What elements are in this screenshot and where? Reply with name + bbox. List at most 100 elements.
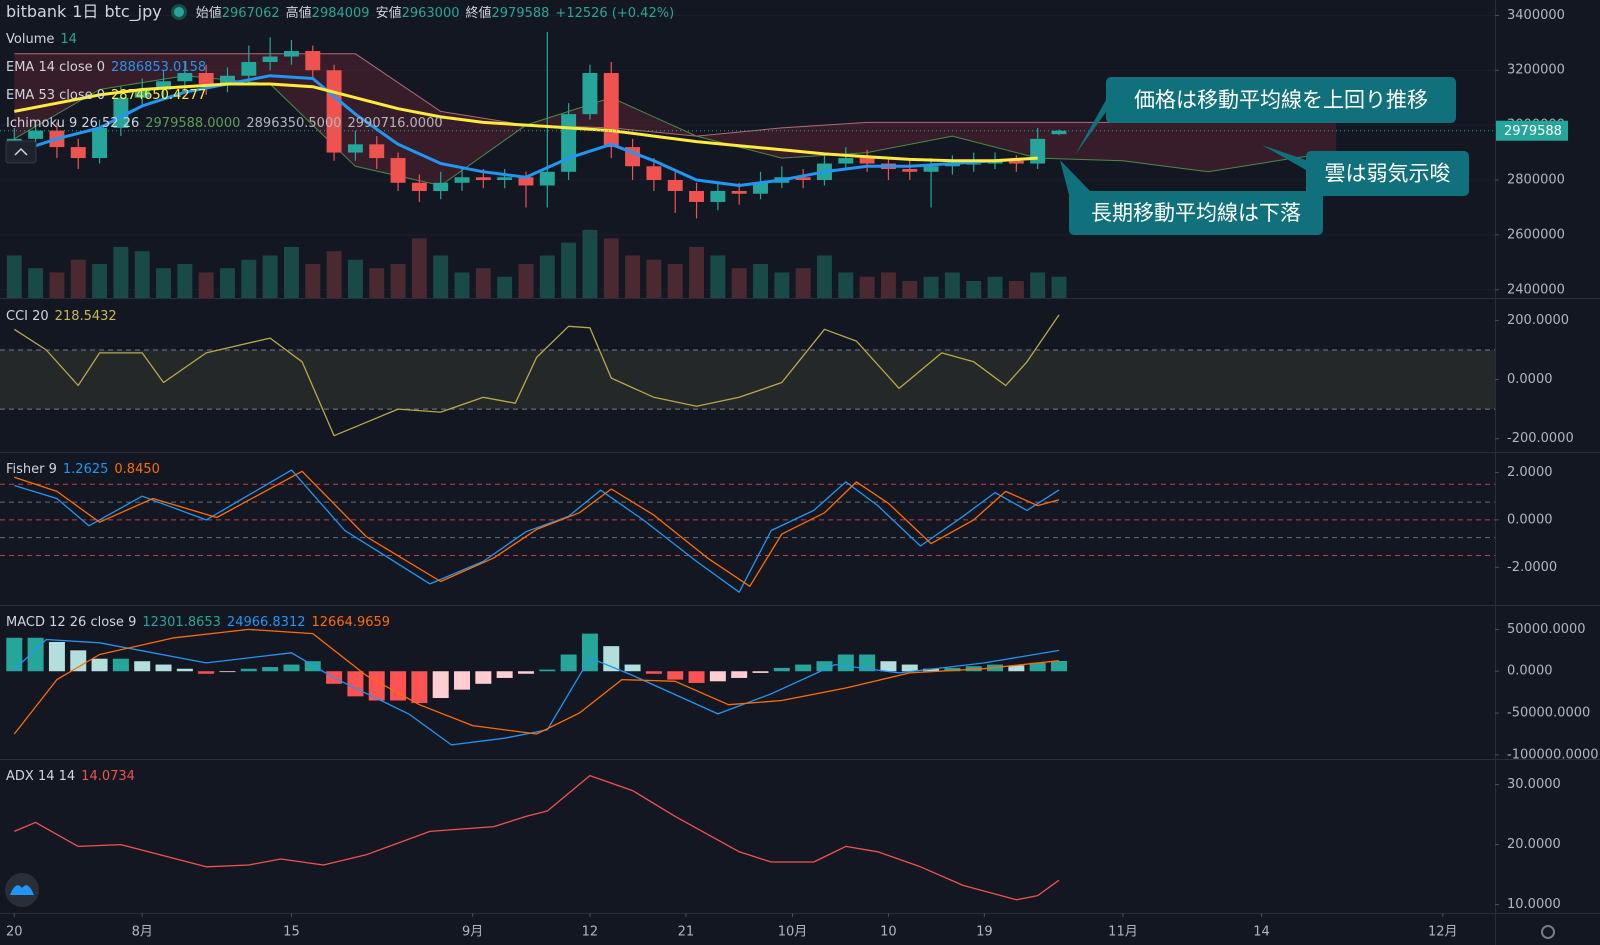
- ohlc-value: 2967062: [221, 6, 280, 21]
- ohlc-value: 2963000: [401, 6, 460, 21]
- volume-bar: [539, 255, 555, 298]
- candle-body: [134, 89, 150, 98]
- histogram-bar: [48, 641, 65, 672]
- volume-bar: [369, 268, 385, 298]
- histogram-bar: [624, 664, 641, 672]
- histogram-bar: [134, 661, 151, 672]
- callout-box: [1106, 77, 1456, 123]
- histogram-bar: [219, 671, 236, 673]
- y-tick-label: 10.0000: [1507, 897, 1561, 912]
- candle-body: [28, 130, 44, 139]
- y-tick-label: 0.0000: [1507, 372, 1553, 387]
- candle-body: [838, 158, 854, 164]
- callout-tail: [1060, 160, 1090, 195]
- candle-body: [689, 190, 705, 202]
- indicator-line: [13, 628, 1060, 735]
- legend-value: 1.2625: [62, 462, 109, 477]
- histogram-bar: [1008, 665, 1025, 672]
- histogram-bar: [112, 658, 129, 672]
- y-tick-label: 2600000: [1507, 227, 1565, 242]
- candle-body: [326, 70, 342, 153]
- indicator-line: [13, 74, 1038, 187]
- legend-row: Fisher 9 1.2625 0.8450: [6, 461, 166, 479]
- last-price-box: [1496, 120, 1568, 141]
- callout-text: 価格は移動平均線を上回り推移: [1134, 88, 1428, 112]
- candle-body: [795, 177, 811, 181]
- histogram-bar: [240, 668, 257, 672]
- last-price-label: 2979588: [1504, 124, 1562, 139]
- x-tick-label: 9月: [462, 925, 483, 940]
- legend-value: 2990716.0000: [347, 116, 443, 131]
- volume-bar: [390, 263, 406, 298]
- volume-bar: [582, 229, 598, 298]
- x-tick-label: 10: [880, 925, 897, 940]
- candle-body: [70, 147, 86, 159]
- candle-body: [177, 72, 193, 82]
- histogram-bar: [944, 667, 961, 672]
- candle-body: [966, 163, 982, 165]
- volume-bar: [966, 280, 982, 298]
- volume-bar: [667, 263, 683, 298]
- legend-value: 14: [60, 32, 77, 47]
- y-tick-label: 3200000: [1507, 63, 1565, 78]
- callout-text: 雲は弱気示唆: [1325, 162, 1451, 186]
- indicator-line: [13, 638, 1060, 746]
- ohlc-label: 高値: [285, 6, 312, 21]
- volume-bar: [156, 268, 171, 298]
- candle-body: [646, 166, 662, 181]
- ichimoku-cloud: [14, 53, 1337, 186]
- y-tick-label: 50000.0000: [1507, 622, 1586, 637]
- candle-body: [262, 56, 278, 63]
- histogram-bar: [517, 671, 534, 674]
- legend-name: ADX 14 14: [6, 769, 76, 784]
- volume-bar: [241, 259, 257, 298]
- volume-bar: [603, 238, 619, 298]
- volume-bar: [28, 268, 44, 298]
- settings-icon: [1541, 925, 1555, 939]
- y-tick-label: 20.0000: [1507, 837, 1561, 852]
- legend-value: 14.0734: [81, 769, 135, 784]
- volume-bar: [1030, 272, 1046, 298]
- callout-box: [1069, 191, 1323, 235]
- status-dot: [173, 7, 184, 17]
- volume-bar: [1051, 276, 1067, 298]
- indicator-line: [14, 774, 1060, 901]
- volume-bar: [198, 272, 214, 298]
- callout-tail: [1075, 100, 1106, 155]
- candle-body: [753, 182, 768, 194]
- volume-bar: [774, 272, 790, 298]
- volume-bar: [817, 255, 832, 298]
- legend-name: EMA 14 close 0: [6, 60, 106, 75]
- legend-row: EMA 53 close 0 2874650.4277: [6, 87, 212, 105]
- histogram-bar: [411, 671, 428, 704]
- volume-bar: [880, 272, 896, 298]
- x-tick-label: 20: [6, 925, 23, 940]
- histogram-bar: [603, 646, 620, 672]
- ohlc-label: 終値: [465, 6, 492, 21]
- x-tick-label: 19: [976, 925, 993, 940]
- volume-bar: [689, 246, 705, 298]
- candle-body: [92, 127, 108, 159]
- histogram-bar: [70, 650, 87, 672]
- volume-bar: [731, 268, 747, 298]
- y-tick-label: -100000.0000: [1507, 747, 1599, 762]
- y-tick-label: -50000.0000: [1507, 706, 1590, 721]
- ohlc-label: 始値: [195, 6, 222, 21]
- y-tick-label: 0.0000: [1507, 664, 1553, 679]
- indicator-line: [14, 82, 1038, 163]
- histogram-bar: [795, 664, 812, 672]
- histogram-bar: [816, 661, 833, 672]
- candle-body: [433, 182, 449, 191]
- x-tick-label: 10月: [778, 925, 808, 940]
- exchange: bitbank: [6, 2, 67, 21]
- candle-body: [283, 51, 299, 57]
- candle-body: [1008, 160, 1024, 164]
- candle-body: [667, 180, 683, 191]
- volume-bar: [262, 255, 278, 298]
- header-row: bitbank 1日 btc_jpy 始値2967062 高値2984009 安値2963…: [6, 3, 680, 23]
- candle-body: [390, 158, 406, 183]
- candle-body: [497, 177, 513, 181]
- histogram-bar: [901, 664, 918, 672]
- candle-body: [710, 190, 726, 202]
- volume-bar: [795, 268, 811, 298]
